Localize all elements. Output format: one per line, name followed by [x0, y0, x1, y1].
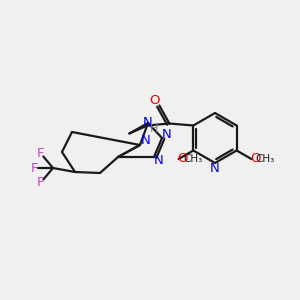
Text: H: H	[150, 124, 158, 134]
Text: N: N	[162, 128, 172, 142]
Text: N: N	[141, 134, 151, 146]
Text: CH₃: CH₃	[183, 154, 202, 164]
Text: N: N	[142, 116, 152, 129]
Text: O: O	[250, 152, 261, 166]
Text: F: F	[30, 161, 38, 175]
Text: CH₃: CH₃	[256, 154, 275, 164]
Text: N: N	[210, 161, 220, 175]
Text: F: F	[37, 176, 44, 189]
Text: O: O	[149, 94, 160, 107]
Text: N: N	[154, 154, 164, 167]
Text: O: O	[177, 152, 188, 166]
Text: F: F	[37, 147, 44, 160]
